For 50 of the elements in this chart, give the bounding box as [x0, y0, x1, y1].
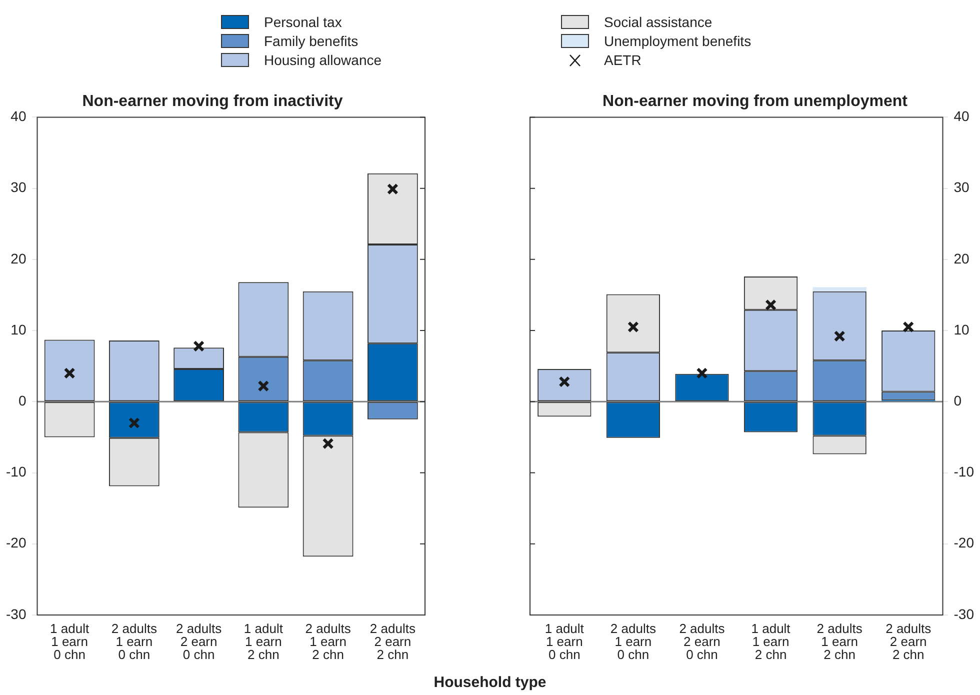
x-tick-label: 2 adults 2 earn 2 chn	[370, 621, 416, 662]
point	[902, 321, 914, 333]
chart-title: Non-earner moving from inactivity	[82, 93, 343, 110]
legend-label: Housing allowance	[264, 52, 382, 68]
point	[258, 380, 270, 392]
point	[627, 321, 639, 333]
y-tick-label: 30	[954, 179, 970, 196]
x-tick-label: 2 adults 2 earn 0 chn	[679, 621, 726, 662]
y-tick-label: -30	[6, 606, 26, 622]
legend-label: Social assistance	[604, 14, 712, 30]
point	[558, 376, 570, 388]
legend-label: Family benefits	[264, 32, 358, 48]
y-tick-label: -20	[6, 534, 26, 551]
x-tick-label: 2 adults 1 earn 0 chn	[610, 621, 656, 662]
y-tick-label: 0	[18, 392, 26, 409]
y-tick-label: -30	[954, 606, 974, 622]
x-tick-label: 2 adults 1 earn 0 chn	[111, 621, 158, 662]
y-tick-label: 0	[954, 392, 962, 409]
y-tick-label: 20	[10, 250, 26, 266]
point	[193, 340, 205, 352]
legend-label: Unemployment benefits	[604, 32, 752, 48]
x-tick-label: 1 adult 1 earn 0 chn	[50, 621, 90, 662]
x-axis-title: Household type	[432, 674, 548, 691]
x-tick-label: 2 adults 1 earn 2 chn	[816, 621, 863, 662]
x-tick-label: 1 adult 1 earn 2 chn	[244, 621, 284, 662]
point	[64, 367, 76, 379]
x-tick-label: 2 adults 2 earn 0 chn	[176, 621, 222, 662]
y-tick-label: 10	[954, 321, 970, 338]
y-tick-label: -20	[954, 534, 974, 551]
y-tick-label: 40	[954, 108, 970, 124]
x-tick-label: 1 adult 1 earn 2 chn	[751, 621, 791, 662]
y-tick-label: 20	[954, 250, 970, 266]
y-tick-label: -10	[954, 464, 974, 480]
y-tick-label: 30	[10, 179, 26, 196]
y-tick-label: 10	[10, 321, 26, 338]
x-tick-label: 1 adult 1 earn 0 chn	[544, 621, 584, 662]
chart-title: Non-earner moving from unemployment	[602, 93, 908, 110]
point	[696, 367, 708, 379]
legend-label: AETR	[604, 52, 642, 68]
x-tick-label: 2 adults 1 earn 2 chn	[305, 621, 352, 662]
legend-label: Personal tax	[264, 14, 342, 30]
point	[322, 438, 334, 450]
point	[128, 417, 140, 429]
y-tick-label: 40	[10, 108, 26, 124]
x-tick-label: 2 adults 2 earn 2 chn	[886, 621, 932, 662]
bar	[812, 287, 866, 292]
point	[765, 299, 777, 311]
point	[386, 183, 398, 195]
y-tick-label: -10	[6, 464, 26, 480]
point	[834, 330, 846, 342]
